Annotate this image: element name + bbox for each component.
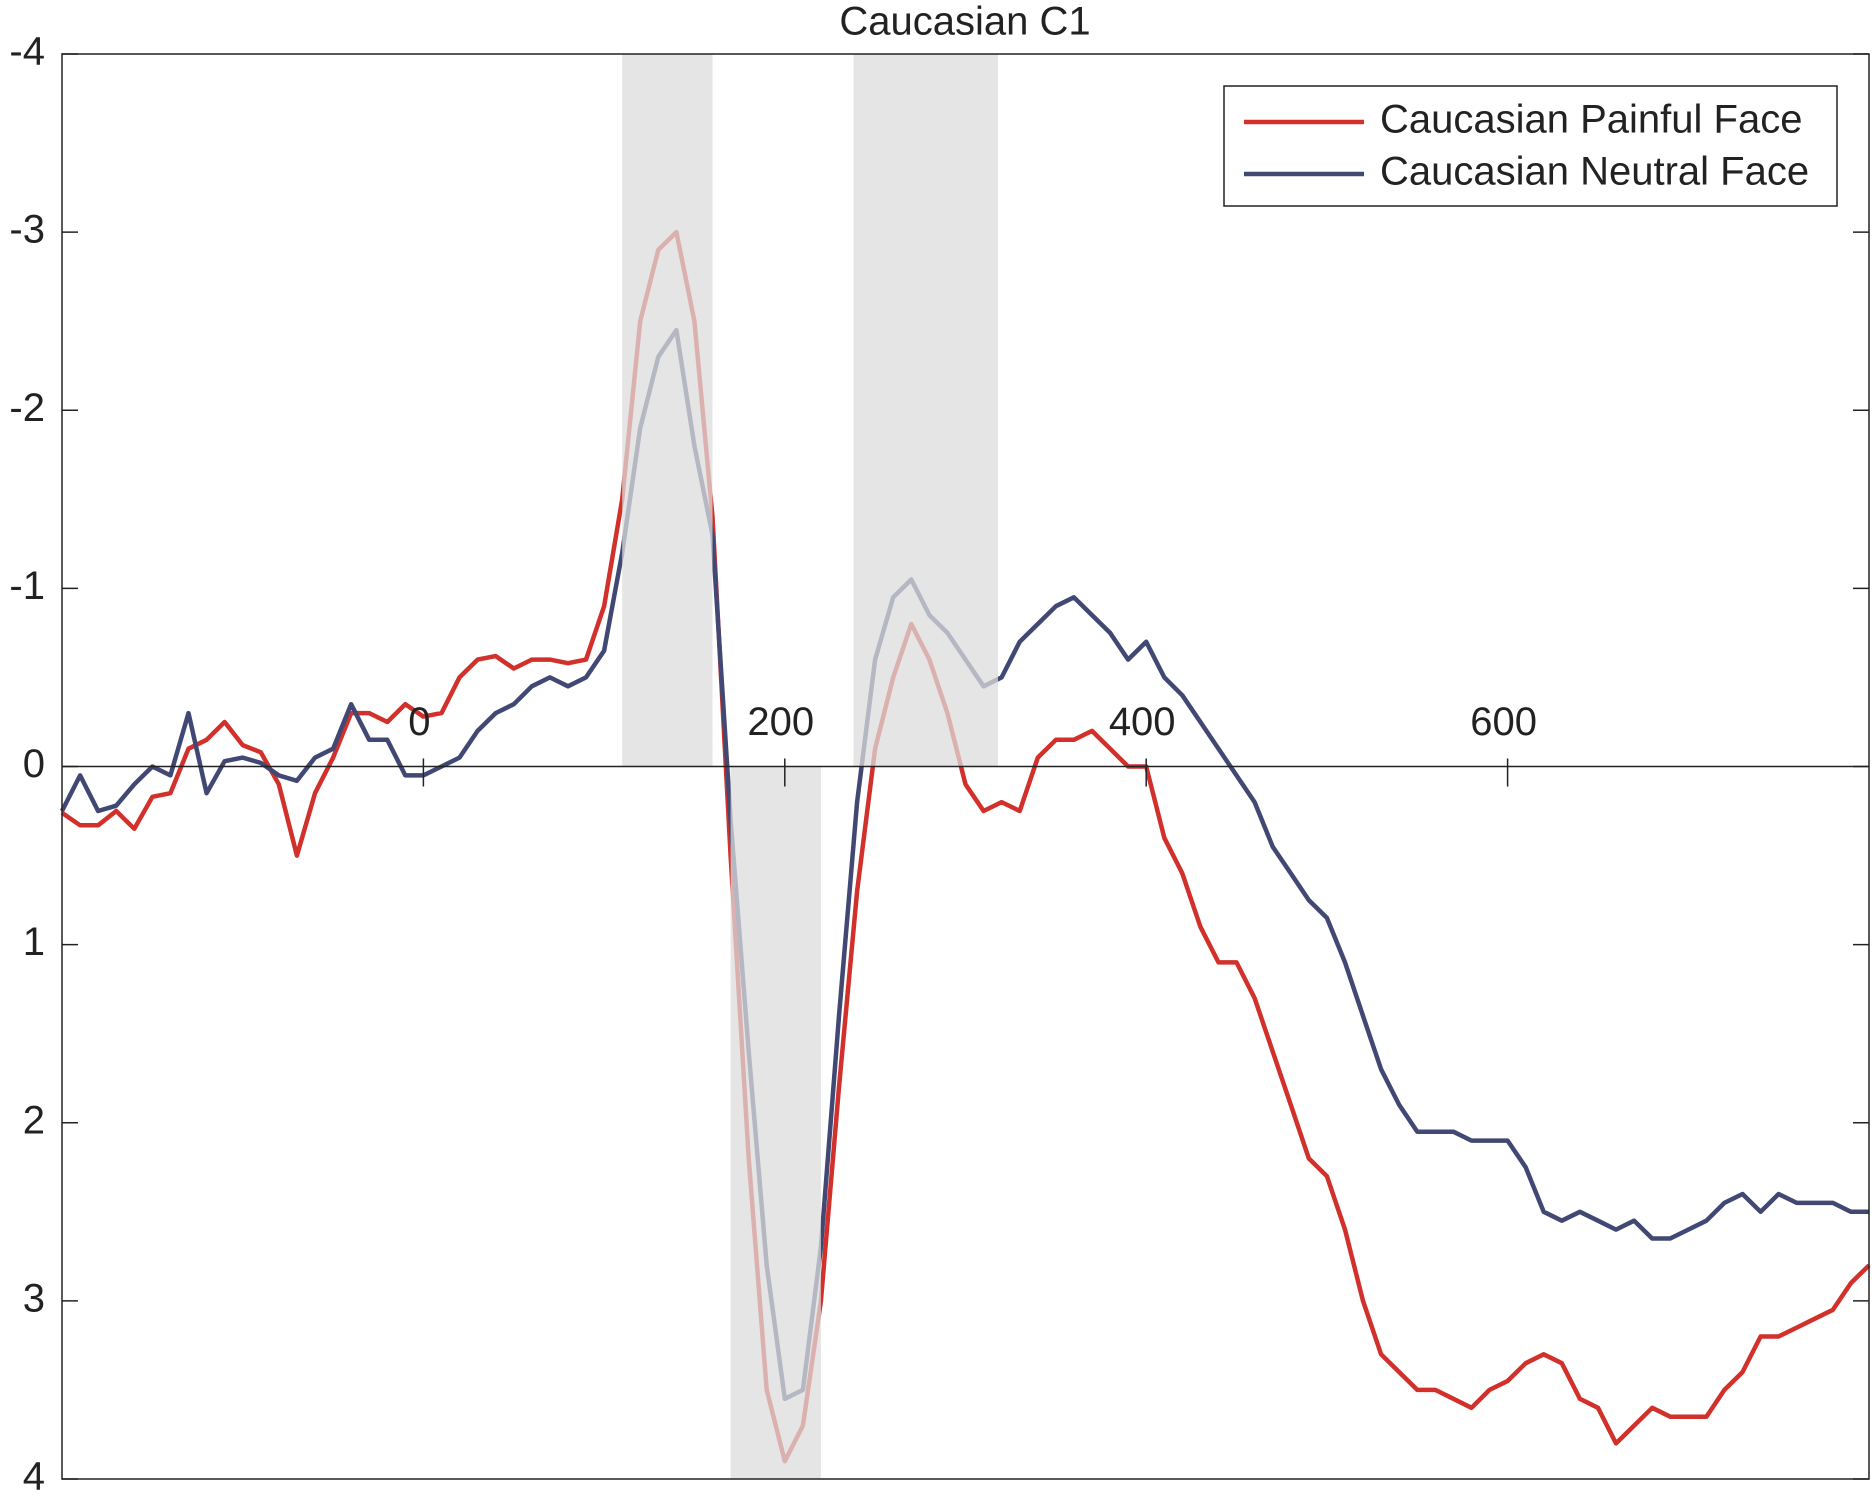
legend: Caucasian Painful Face Caucasian Neutral …: [1223, 85, 1838, 207]
y-tick-label: 4: [23, 1455, 45, 1499]
x-tick-label: 200: [747, 700, 814, 744]
x-tick-label: 600: [1470, 700, 1537, 744]
shaded-region: [853, 54, 999, 767]
y-tick-label: 1: [23, 920, 45, 964]
shaded-region: [622, 54, 713, 767]
legend-label: Caucasian Painful Face: [1380, 98, 1802, 142]
y-tick-label: 2: [23, 1098, 45, 1142]
chart-title: Caucasian C1: [839, 0, 1090, 44]
y-tick-label: -3: [9, 208, 45, 252]
y-tick-label: -1: [9, 564, 45, 608]
y-tick-label: 0: [23, 742, 45, 786]
x-tick-label: 0: [408, 700, 430, 744]
y-tick-label: -2: [9, 386, 45, 430]
y-tick-label: -4: [9, 30, 45, 74]
series-line: [60, 229, 1871, 1464]
x-tick-label: 400: [1109, 700, 1176, 744]
shaded-region: [730, 766, 821, 1479]
legend-box: [1223, 85, 1838, 207]
legend-label: Caucasian Neutral Face: [1380, 150, 1809, 194]
y-tick-label: 3: [23, 1276, 45, 1320]
